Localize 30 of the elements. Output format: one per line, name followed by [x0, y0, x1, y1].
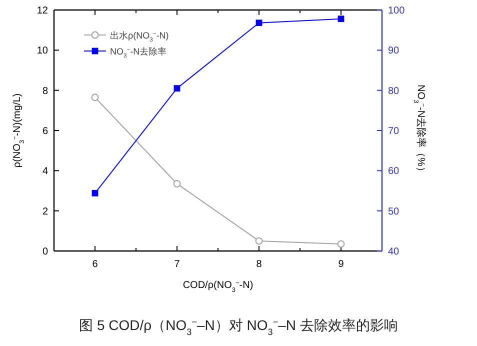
y2-tick-label: 90: [388, 46, 400, 57]
point: [173, 180, 181, 188]
x-tick-label: 9: [338, 259, 344, 270]
x-tick-label: 7: [174, 259, 180, 270]
caption: 图 5 COD/ρ（NO$_{3}$$^{−}$–N）对 NO$_{3}$$^{−}$–N 去除效率的影响: [79, 317, 398, 337]
y2-tick-label: 80: [388, 86, 400, 97]
point: [338, 16, 344, 22]
y2-tick-label: 50: [388, 206, 400, 218]
point: [91, 94, 99, 102]
y2-tick-label: 40: [388, 246, 400, 258]
y-tick-label: 4: [42, 166, 48, 178]
legend-label: 出水ρ(NO$_{3}$$^{−}$-N): [110, 30, 169, 44]
y2-tick-label: 100: [388, 6, 406, 16]
x-tick-label: 6: [92, 259, 98, 270]
point: [92, 190, 98, 196]
y-tick-label: 10: [36, 46, 48, 57]
x-tick-label: 8: [256, 259, 262, 270]
point: [256, 20, 262, 26]
y-tick-label: 6: [42, 126, 48, 137]
y-tick-label: 0: [42, 246, 48, 258]
point: [255, 237, 263, 245]
point: [174, 85, 180, 92]
y2-tick-label: 70: [388, 126, 400, 137]
y-tick-label: 12: [36, 6, 48, 16]
y-tick-label: 2: [42, 206, 48, 218]
y2-tick-label: 60: [388, 166, 400, 178]
x-axis-title: COD/ρ(NO$_{3}$$^{−}$-N): [182, 280, 254, 294]
legend-label: NO$_{3}$$^{−}$-N去除率: [110, 46, 167, 60]
y-tick-label: 8: [42, 86, 48, 97]
point: [337, 240, 345, 248]
